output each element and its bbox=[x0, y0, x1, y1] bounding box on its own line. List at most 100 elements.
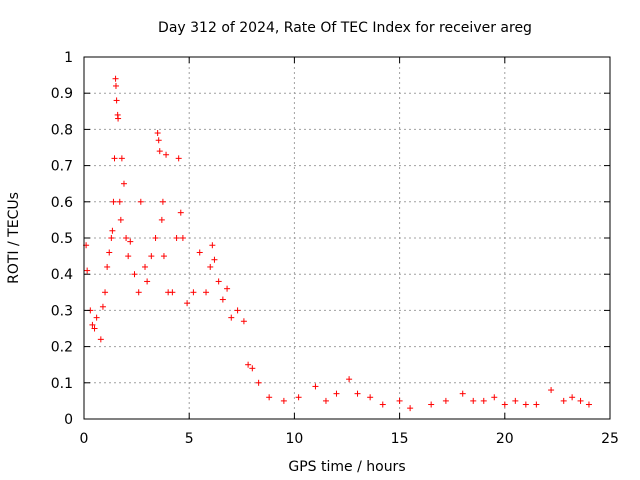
data-point bbox=[93, 314, 100, 321]
data-point bbox=[118, 155, 125, 162]
data-point bbox=[245, 361, 252, 368]
data-point bbox=[255, 379, 262, 386]
data-point bbox=[163, 151, 170, 158]
data-point bbox=[295, 394, 302, 401]
data-point bbox=[215, 278, 222, 285]
y-axis-label: ROTI / TECUs bbox=[6, 192, 22, 284]
data-point bbox=[173, 235, 180, 241]
x-tick-label: 10 bbox=[285, 431, 303, 447]
data-point bbox=[354, 390, 361, 397]
data-point bbox=[89, 321, 96, 328]
data-point bbox=[249, 365, 256, 372]
data-point bbox=[240, 318, 247, 325]
data-point bbox=[111, 155, 118, 162]
x-tick-label: 20 bbox=[496, 431, 514, 447]
data-point bbox=[211, 256, 218, 263]
data-point bbox=[228, 314, 235, 321]
data-point bbox=[312, 383, 319, 390]
data-point bbox=[585, 401, 592, 408]
data-point bbox=[125, 253, 132, 260]
x-tick-label: 0 bbox=[80, 431, 89, 447]
chart-title: Day 312 of 2024, Rate Of TEC Index for r… bbox=[158, 20, 532, 36]
data-point bbox=[184, 300, 191, 307]
y-tick-label: 0.8 bbox=[51, 122, 73, 138]
data-point bbox=[224, 285, 231, 292]
data-point bbox=[99, 303, 106, 310]
data-point bbox=[97, 336, 104, 343]
data-point bbox=[209, 242, 216, 249]
y-tick-label: 0.1 bbox=[51, 376, 73, 392]
data-point bbox=[135, 289, 142, 296]
data-point bbox=[179, 235, 186, 241]
data-point bbox=[142, 263, 149, 270]
data-point bbox=[177, 209, 184, 216]
data-point bbox=[280, 397, 287, 404]
data-point bbox=[207, 263, 214, 270]
data-point bbox=[152, 235, 159, 241]
y-tick-label: 0 bbox=[64, 412, 73, 428]
data-point bbox=[569, 394, 576, 401]
data-point bbox=[112, 82, 119, 89]
y-tick-label: 0.7 bbox=[51, 159, 73, 175]
data-point bbox=[196, 249, 203, 256]
data-point bbox=[333, 390, 340, 397]
data-point bbox=[428, 401, 435, 408]
data-point bbox=[442, 397, 449, 404]
y-tick-label: 0.4 bbox=[51, 267, 73, 283]
data-point bbox=[169, 289, 176, 296]
data-point bbox=[115, 115, 122, 122]
x-tick-label: 25 bbox=[601, 431, 619, 447]
data-points bbox=[83, 75, 592, 412]
data-point bbox=[322, 397, 329, 404]
data-point bbox=[156, 148, 163, 155]
data-point bbox=[117, 216, 124, 223]
data-point bbox=[219, 296, 226, 303]
y-tick-label: 0.5 bbox=[51, 231, 73, 247]
data-point bbox=[91, 325, 98, 332]
x-tick-label: 5 bbox=[185, 431, 194, 447]
data-point bbox=[127, 238, 134, 245]
data-point bbox=[512, 397, 519, 404]
data-point bbox=[346, 376, 353, 383]
data-point bbox=[155, 137, 162, 144]
data-point bbox=[501, 401, 508, 408]
data-point bbox=[175, 155, 182, 162]
data-point bbox=[102, 289, 109, 296]
grid bbox=[84, 57, 610, 419]
data-point bbox=[396, 397, 403, 404]
data-point bbox=[160, 253, 167, 260]
data-point bbox=[459, 390, 466, 397]
data-point bbox=[480, 397, 487, 404]
data-point bbox=[491, 394, 498, 401]
data-point bbox=[266, 394, 273, 401]
plot-frame bbox=[83, 56, 611, 420]
data-point bbox=[144, 278, 151, 285]
data-point bbox=[108, 235, 115, 241]
data-point bbox=[104, 263, 111, 270]
data-point bbox=[367, 394, 374, 401]
axis-ticks: 00.10.20.30.40.50.60.70.80.910 5 10 15 20 25 bbox=[51, 50, 619, 447]
data-point bbox=[154, 130, 161, 137]
data-point bbox=[123, 235, 130, 241]
x-axis-label: GPS time / hours bbox=[288, 459, 405, 475]
y-tick-label: 0.3 bbox=[51, 303, 73, 319]
data-point bbox=[120, 180, 127, 187]
data-point bbox=[379, 401, 386, 408]
data-point bbox=[106, 249, 113, 256]
data-point bbox=[131, 271, 138, 278]
data-point bbox=[137, 198, 144, 205]
data-point bbox=[407, 405, 414, 412]
data-point bbox=[112, 75, 119, 82]
data-point bbox=[234, 307, 241, 314]
data-point bbox=[522, 401, 529, 408]
x-tick-label: 15 bbox=[391, 431, 409, 447]
data-point bbox=[577, 397, 584, 404]
data-point bbox=[203, 289, 210, 296]
data-point bbox=[110, 198, 117, 205]
data-point bbox=[470, 397, 477, 404]
data-point bbox=[159, 198, 166, 205]
data-point bbox=[109, 227, 116, 234]
data-point bbox=[190, 289, 197, 296]
data-point bbox=[560, 397, 567, 404]
